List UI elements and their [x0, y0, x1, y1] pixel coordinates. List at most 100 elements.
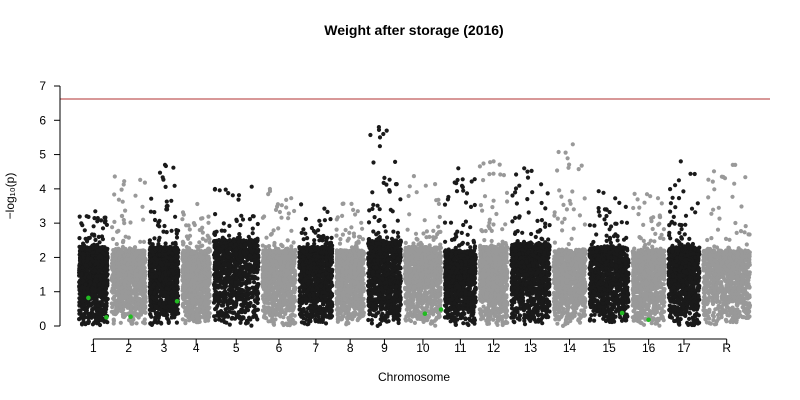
snp-point: [137, 262, 142, 267]
snp-point: [156, 266, 162, 271]
snp-point: [120, 199, 125, 204]
snp-point: [186, 315, 191, 320]
snp-point: [79, 297, 84, 302]
snp-point: [226, 314, 231, 319]
snp-point: [164, 204, 169, 209]
snp-point: [196, 295, 201, 300]
snp-point: [234, 303, 239, 308]
snp-point: [122, 179, 127, 184]
snp-point: [155, 320, 160, 325]
snp-point: [86, 319, 91, 324]
snp-point: [134, 250, 139, 255]
snp-point: [110, 286, 115, 291]
snp-point: [187, 288, 192, 293]
snp-point: [87, 279, 93, 284]
snp-point: [213, 255, 218, 260]
snp-point: [171, 165, 176, 170]
chromosome-4-points: [180, 201, 213, 326]
snp-point: [221, 221, 226, 226]
snp-point: [98, 315, 103, 320]
snp-point: [205, 296, 210, 301]
snp-point: [148, 264, 154, 269]
snp-point: [87, 312, 92, 317]
snp-point: [94, 297, 99, 302]
snp-point: [162, 223, 167, 229]
snp-point: [218, 279, 223, 284]
snp-point: [194, 276, 199, 282]
snp-point: [232, 283, 237, 289]
snp-point: [126, 290, 131, 295]
snp-point: [93, 277, 98, 282]
snp-point: [149, 196, 154, 201]
snp-point: [207, 270, 212, 275]
snp-point: [172, 183, 177, 188]
snp-point: [112, 278, 117, 283]
snp-point: [254, 315, 259, 320]
snp-point: [215, 298, 220, 303]
snp-point: [174, 231, 179, 236]
snp-point: [191, 221, 196, 226]
snp-point: [140, 204, 145, 209]
snp-point: [213, 249, 218, 255]
snp-point: [163, 266, 168, 271]
snp-point: [119, 187, 124, 192]
snp-point: [180, 217, 185, 222]
snp-point: [125, 304, 130, 309]
snp-point: [181, 292, 187, 297]
points-layer: [77, 125, 753, 328]
snp-point: [205, 256, 211, 261]
snp-point: [247, 315, 252, 320]
snp-point: [127, 298, 132, 303]
snp-point: [134, 321, 139, 326]
snp-point: [120, 312, 125, 317]
snp-point: [142, 298, 147, 303]
snp-point: [226, 191, 231, 196]
snp-point: [111, 265, 116, 270]
snp-point: [125, 262, 130, 267]
snp-point: [137, 281, 142, 286]
snp-point: [227, 322, 232, 327]
snp-point: [167, 281, 172, 286]
snp-point: [80, 251, 85, 257]
snp-point: [241, 315, 246, 321]
snp-point: [138, 291, 143, 296]
snp-point: [92, 268, 97, 273]
snp-point: [153, 315, 158, 320]
snp-point: [111, 317, 116, 322]
snp-point: [205, 233, 210, 238]
snp-point: [238, 252, 243, 257]
snp-point: [97, 268, 103, 273]
snp-point: [105, 320, 110, 325]
snp-point: [228, 275, 233, 280]
snp-point: [150, 295, 155, 300]
snp-point: [190, 278, 195, 283]
snp-point: [169, 264, 174, 269]
snp-point: [111, 311, 116, 316]
snp-point: [79, 322, 85, 327]
snp-point: [222, 228, 227, 233]
snp-point: [227, 238, 232, 243]
snp-point: [251, 309, 256, 314]
snp-point: [227, 223, 232, 228]
snp-point: [167, 300, 172, 305]
snp-point: [231, 237, 236, 242]
snp-point: [118, 271, 123, 276]
snp-point: [81, 255, 86, 260]
snp-point: [84, 309, 89, 314]
snp-point: [140, 302, 145, 307]
snp-point: [82, 228, 87, 233]
snp-point: [192, 289, 197, 294]
snp-point: [82, 285, 87, 290]
snp-point: [239, 213, 244, 218]
snp-point: [188, 241, 193, 246]
snp-point: [218, 247, 223, 252]
snp-point: [237, 271, 242, 276]
snp-point: [215, 303, 220, 309]
snp-point: [185, 261, 190, 266]
snp-point: [99, 218, 104, 223]
snp-point: [254, 286, 260, 291]
snp-point: [90, 286, 95, 291]
snp-point: [186, 246, 192, 251]
snp-point: [114, 242, 119, 247]
